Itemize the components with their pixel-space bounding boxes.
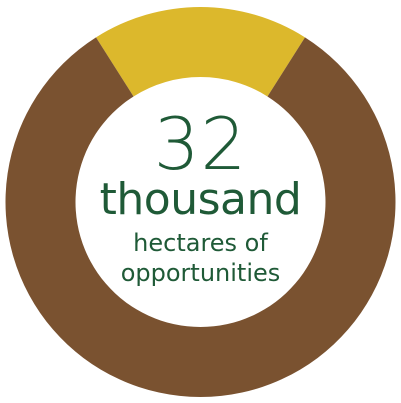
center-caption-line-1: hectares of [133, 229, 268, 257]
center-number: 32 [153, 102, 248, 186]
donut-segment-1 [5, 37, 396, 398]
donut-segment-0 [96, 6, 305, 97]
center-caption-line-2: opportunities [120, 259, 281, 287]
center-unit: thousand [99, 174, 302, 225]
